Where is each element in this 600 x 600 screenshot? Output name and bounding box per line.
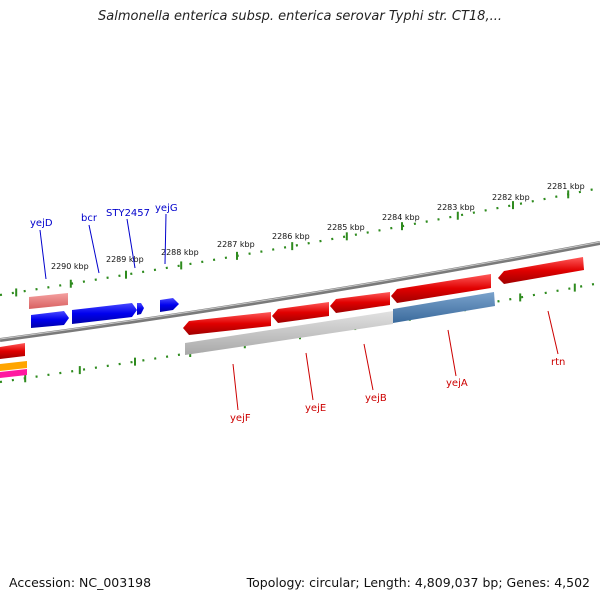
leader-yejB bbox=[363, 343, 374, 391]
gene-label-rtn: rtn bbox=[551, 357, 565, 368]
leader-rtn bbox=[547, 310, 559, 355]
gene-label-STY2457: STY2457 bbox=[106, 208, 150, 219]
feature-yejE[interactable] bbox=[272, 302, 329, 323]
feature-STY2457[interactable] bbox=[137, 303, 144, 315]
scale-labels: 2281 kbp 2282 kbp 2283 kbp 2284 kbp 2285… bbox=[51, 182, 585, 271]
feature-yejG[interactable] bbox=[160, 298, 179, 312]
forward-major-ticks bbox=[15, 190, 570, 297]
scale-label-2288: 2288 kbp bbox=[161, 248, 199, 257]
feature-yejD-pseudo[interactable] bbox=[29, 293, 68, 309]
leader-STY2457 bbox=[126, 218, 136, 269]
feature-bcr[interactable] bbox=[72, 303, 137, 324]
region-grey bbox=[185, 311, 393, 355]
scale-label-2286: 2286 kbp bbox=[272, 232, 310, 241]
edge-feature-orange bbox=[0, 361, 27, 371]
gene-label-yejE: yejE bbox=[305, 403, 326, 414]
genome-backbone-highlight bbox=[0, 241, 600, 340]
gene-label-yejF: yejF bbox=[230, 413, 251, 424]
scale-label-2290: 2290 kbp bbox=[51, 262, 89, 271]
scale-label-2281: 2281 kbp bbox=[547, 182, 585, 191]
leader-yejD bbox=[39, 229, 47, 280]
edge-feature-red bbox=[0, 343, 25, 359]
reverse-scale-arc bbox=[0, 281, 600, 384]
gene-label-yejA: yejA bbox=[446, 378, 468, 389]
leader-yejF bbox=[232, 363, 239, 411]
edge-feature-magenta bbox=[0, 369, 27, 378]
feature-yejF[interactable] bbox=[183, 312, 271, 335]
leader-yejA bbox=[447, 329, 457, 377]
leader-yejE bbox=[305, 352, 314, 401]
scale-label-2289: 2289 kbp bbox=[106, 255, 144, 264]
feature-rtn[interactable] bbox=[498, 257, 584, 284]
forward-strand-features bbox=[29, 293, 179, 328]
region-blue bbox=[393, 292, 495, 323]
forward-gene-labels: yejD bcr STY2457 yejG bbox=[30, 203, 178, 280]
topology-summary: Topology: circular; Length: 4,809,037 bp… bbox=[246, 575, 590, 590]
scale-label-2285: 2285 kbp bbox=[327, 223, 365, 232]
gene-label-yejG: yejG bbox=[155, 203, 178, 214]
leader-bcr bbox=[88, 224, 100, 274]
scale-label-2284: 2284 kbp bbox=[382, 213, 420, 222]
feature-yejB[interactable] bbox=[330, 292, 390, 313]
accession-text: Accession: NC_003198 bbox=[9, 575, 152, 590]
gene-label-bcr: bcr bbox=[81, 213, 98, 224]
forward-scale-arc bbox=[0, 186, 600, 297]
reverse-gene-labels: yejF yejE yejB yejA rtn bbox=[230, 310, 565, 424]
map-title: Salmonella enterica subsp. enterica sero… bbox=[98, 9, 502, 24]
feature-yejA[interactable] bbox=[391, 274, 491, 303]
scale-label-2287: 2287 kbp bbox=[217, 240, 255, 249]
leader-yejG bbox=[164, 213, 167, 265]
gene-label-yejD: yejD bbox=[30, 218, 53, 229]
reverse-strand-features bbox=[183, 257, 584, 355]
gene-label-yejB: yejB bbox=[365, 393, 387, 404]
feature-yejD[interactable] bbox=[31, 311, 69, 328]
scale-label-2282: 2282 kbp bbox=[492, 193, 530, 202]
edge-features bbox=[0, 343, 27, 378]
genome-backbone bbox=[0, 241, 600, 342]
scale-label-2283: 2283 kbp bbox=[437, 203, 475, 212]
